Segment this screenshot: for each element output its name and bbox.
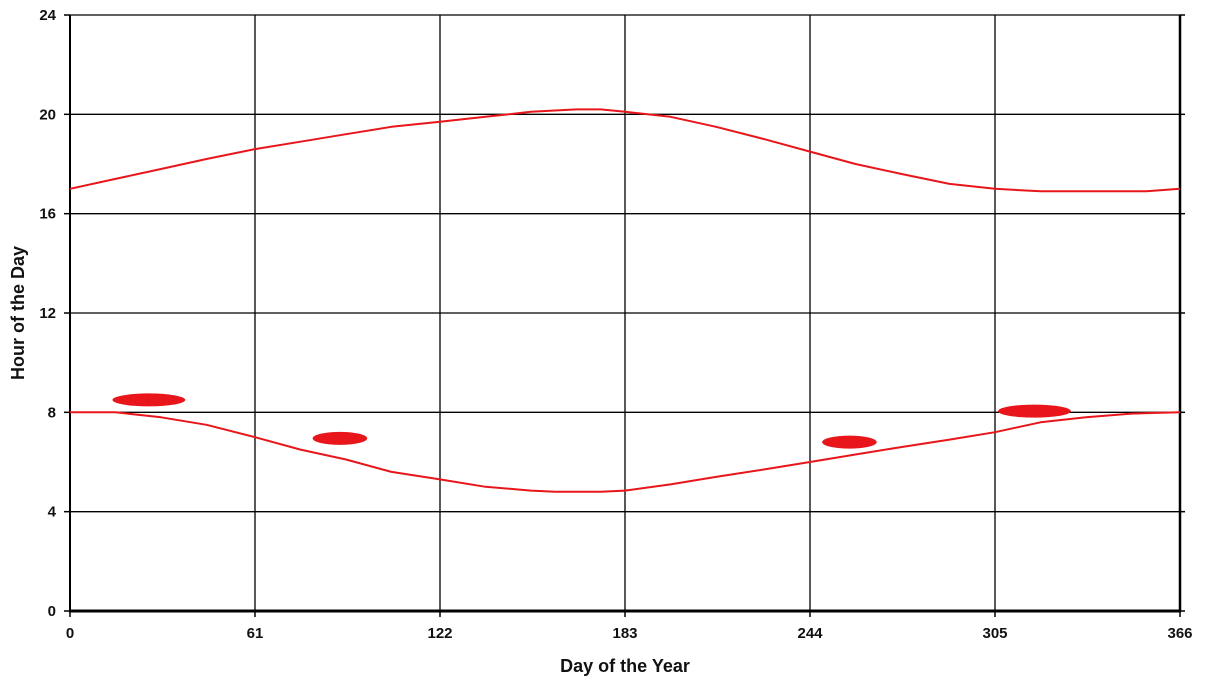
series-line-1 <box>70 411 1181 493</box>
data-marker <box>112 393 186 407</box>
data-marker <box>998 404 1071 418</box>
x-axis-title: Day of the Year <box>560 656 690 676</box>
y-tick-label: 24 <box>39 7 56 24</box>
data-marker <box>312 431 368 445</box>
y-tick-label: 20 <box>39 106 56 123</box>
y-tick-label: 16 <box>39 206 56 223</box>
x-tick-label: 305 <box>982 625 1007 642</box>
x-tick-label: 122 <box>427 625 452 642</box>
y-tick-label: 4 <box>48 504 57 521</box>
x-tick-label: 0 <box>66 625 74 642</box>
y-axis-title: Hour of the Day <box>8 246 28 380</box>
y-tick-label: 12 <box>39 305 56 322</box>
x-tick-label: 366 <box>1167 625 1192 642</box>
x-tick-label: 61 <box>247 625 264 642</box>
x-tick-label: 183 <box>612 625 637 642</box>
y-tick-label: 8 <box>48 404 56 421</box>
series-line-0 <box>69 108 1181 193</box>
data-marker <box>822 435 877 449</box>
x-tick-label: 244 <box>797 625 823 642</box>
y-tick-label: 0 <box>48 603 56 620</box>
